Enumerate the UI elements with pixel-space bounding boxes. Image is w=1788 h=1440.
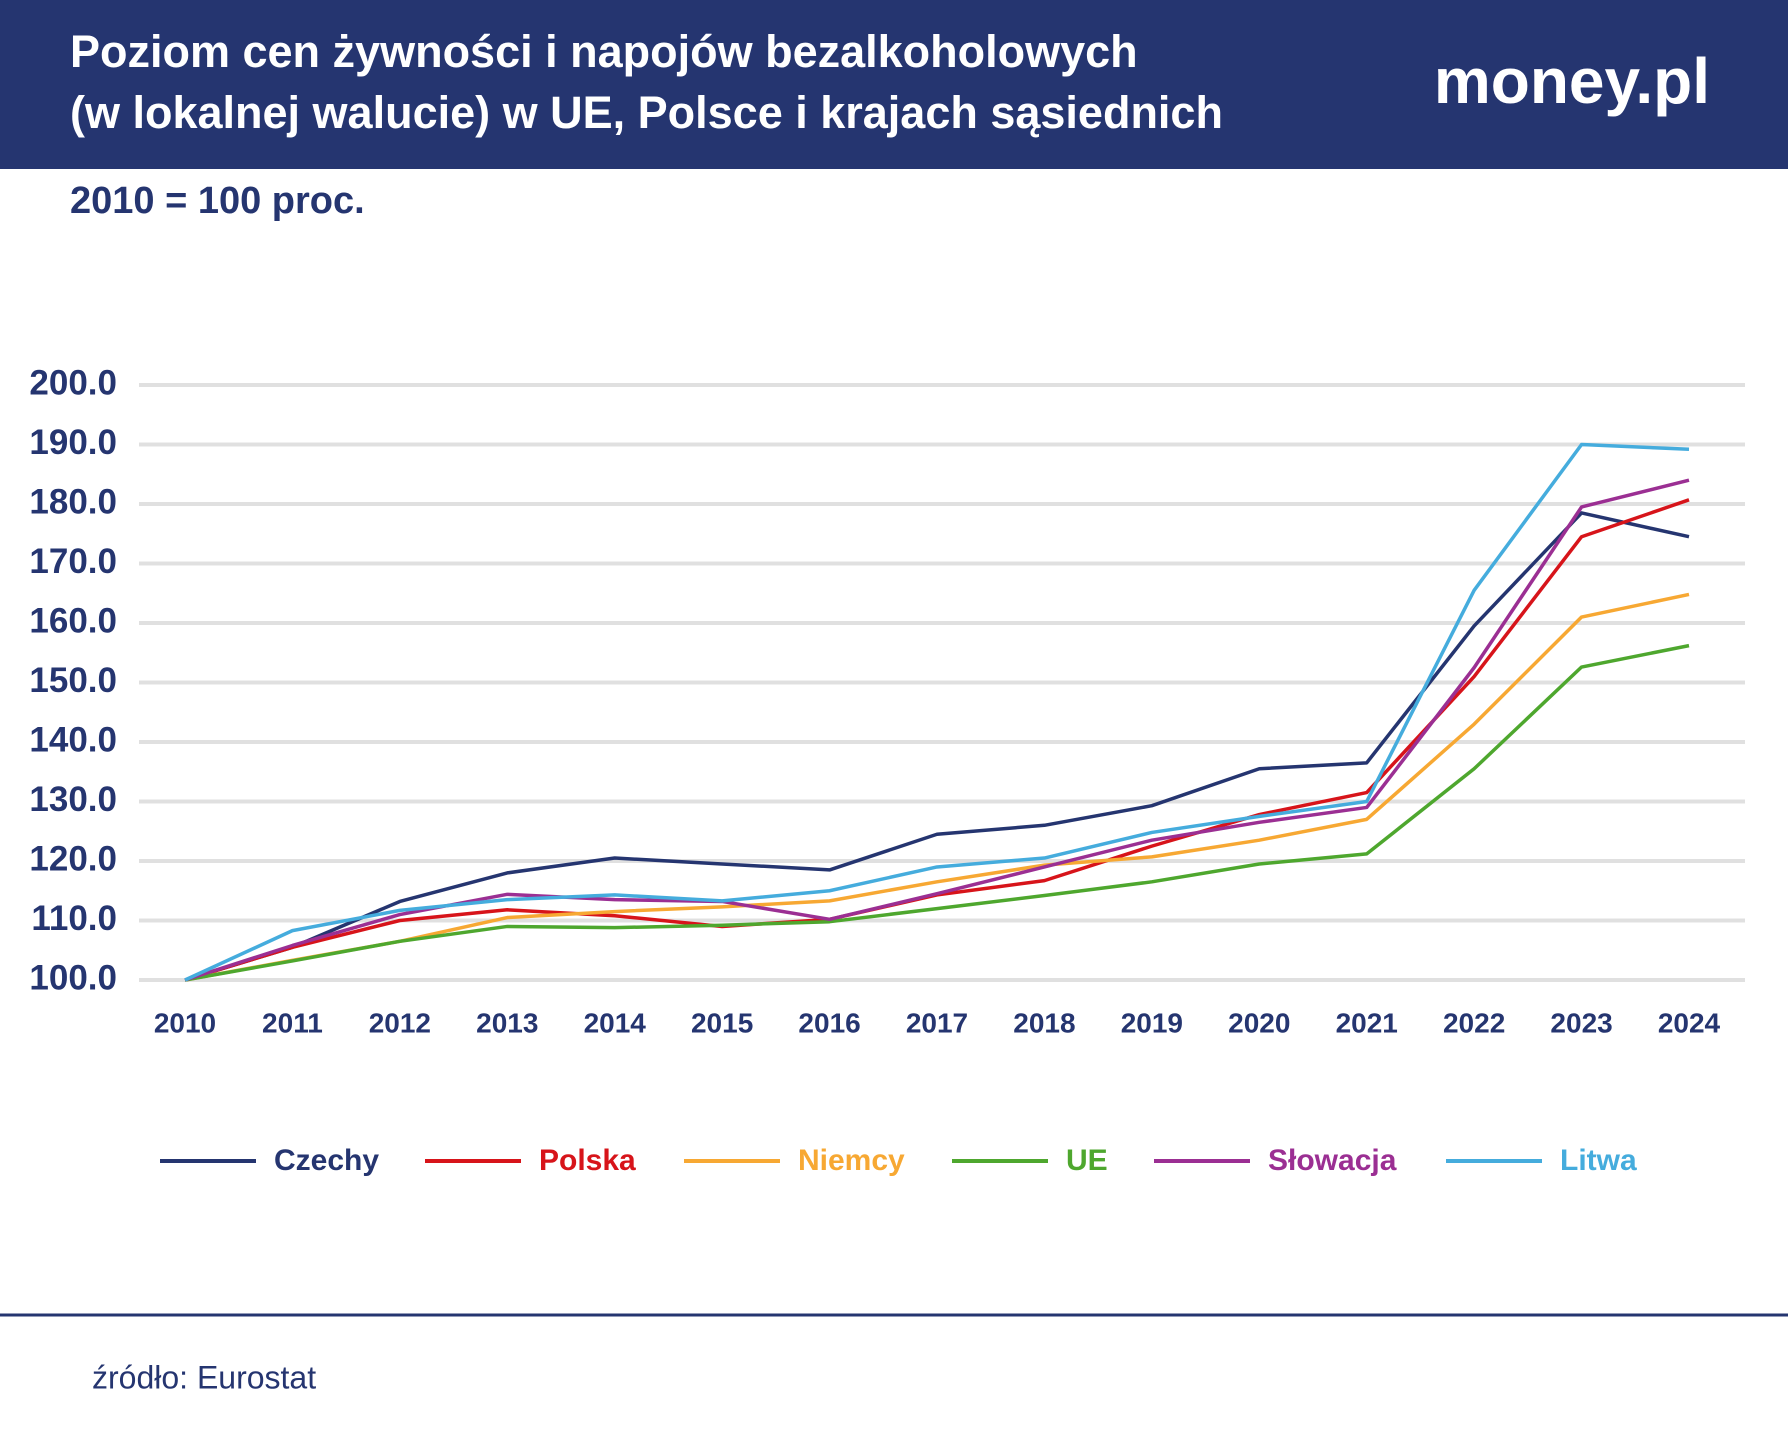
x-tick-label: 2012 xyxy=(369,1007,431,1038)
series-line xyxy=(184,592,1690,982)
y-tick-label: 140.0 xyxy=(29,720,117,759)
x-tick-label: 2019 xyxy=(1121,1007,1183,1038)
y-tick-label: 180.0 xyxy=(29,482,117,521)
y-tick-label: 160.0 xyxy=(29,601,117,640)
series-line xyxy=(184,478,1690,982)
series-line xyxy=(184,442,1690,982)
header-band xyxy=(0,0,1788,169)
x-tick-label: 2013 xyxy=(476,1007,538,1038)
y-tick-label: 190.0 xyxy=(29,423,117,462)
x-tick-label: 2015 xyxy=(691,1007,753,1038)
x-tick-label: 2010 xyxy=(154,1007,216,1038)
x-tick-label: 2017 xyxy=(906,1007,968,1038)
y-tick-label: 130.0 xyxy=(29,780,117,819)
x-tick-label: 2018 xyxy=(1013,1007,1075,1038)
x-tick-label: 2022 xyxy=(1443,1007,1505,1038)
y-tick-label: 150.0 xyxy=(29,661,117,700)
x-tick-label: 2020 xyxy=(1228,1007,1290,1038)
x-tick-label: 2014 xyxy=(584,1007,647,1038)
subtitle: 2010 = 100 proc. xyxy=(70,180,365,222)
y-tick-label: 170.0 xyxy=(29,542,117,581)
chart-title: Poziom cen żywności i napojów bezalkohol… xyxy=(70,26,1138,77)
x-tick-label: 2021 xyxy=(1336,1007,1398,1038)
x-tick-label: 2011 xyxy=(262,1007,323,1038)
y-tick-label: 110.0 xyxy=(31,899,117,938)
legend-label: Czechy xyxy=(274,1144,379,1177)
legend-label: Polska xyxy=(539,1144,636,1177)
x-tick-label: 2023 xyxy=(1550,1007,1612,1038)
y-tick-label: 100.0 xyxy=(29,958,117,997)
brand-logo: money.pl xyxy=(1434,45,1710,117)
y-tick-label: 120.0 xyxy=(29,839,117,878)
legend-label: Litwa xyxy=(1560,1144,1637,1177)
chart-title: (w lokalnej walucie) w UE, Polsce i kraj… xyxy=(70,87,1223,138)
legend-label: Słowacja xyxy=(1268,1144,1397,1177)
source: źródło: Eurostat xyxy=(92,1359,316,1395)
series-line xyxy=(184,511,1690,982)
y-tick-label: 200.0 xyxy=(29,363,117,402)
series-line xyxy=(184,643,1690,982)
x-tick-label: 2024 xyxy=(1658,1007,1721,1038)
legend-label: UE xyxy=(1066,1144,1108,1177)
x-tick-label: 2016 xyxy=(798,1007,860,1038)
legend-label: Niemcy xyxy=(798,1144,905,1177)
